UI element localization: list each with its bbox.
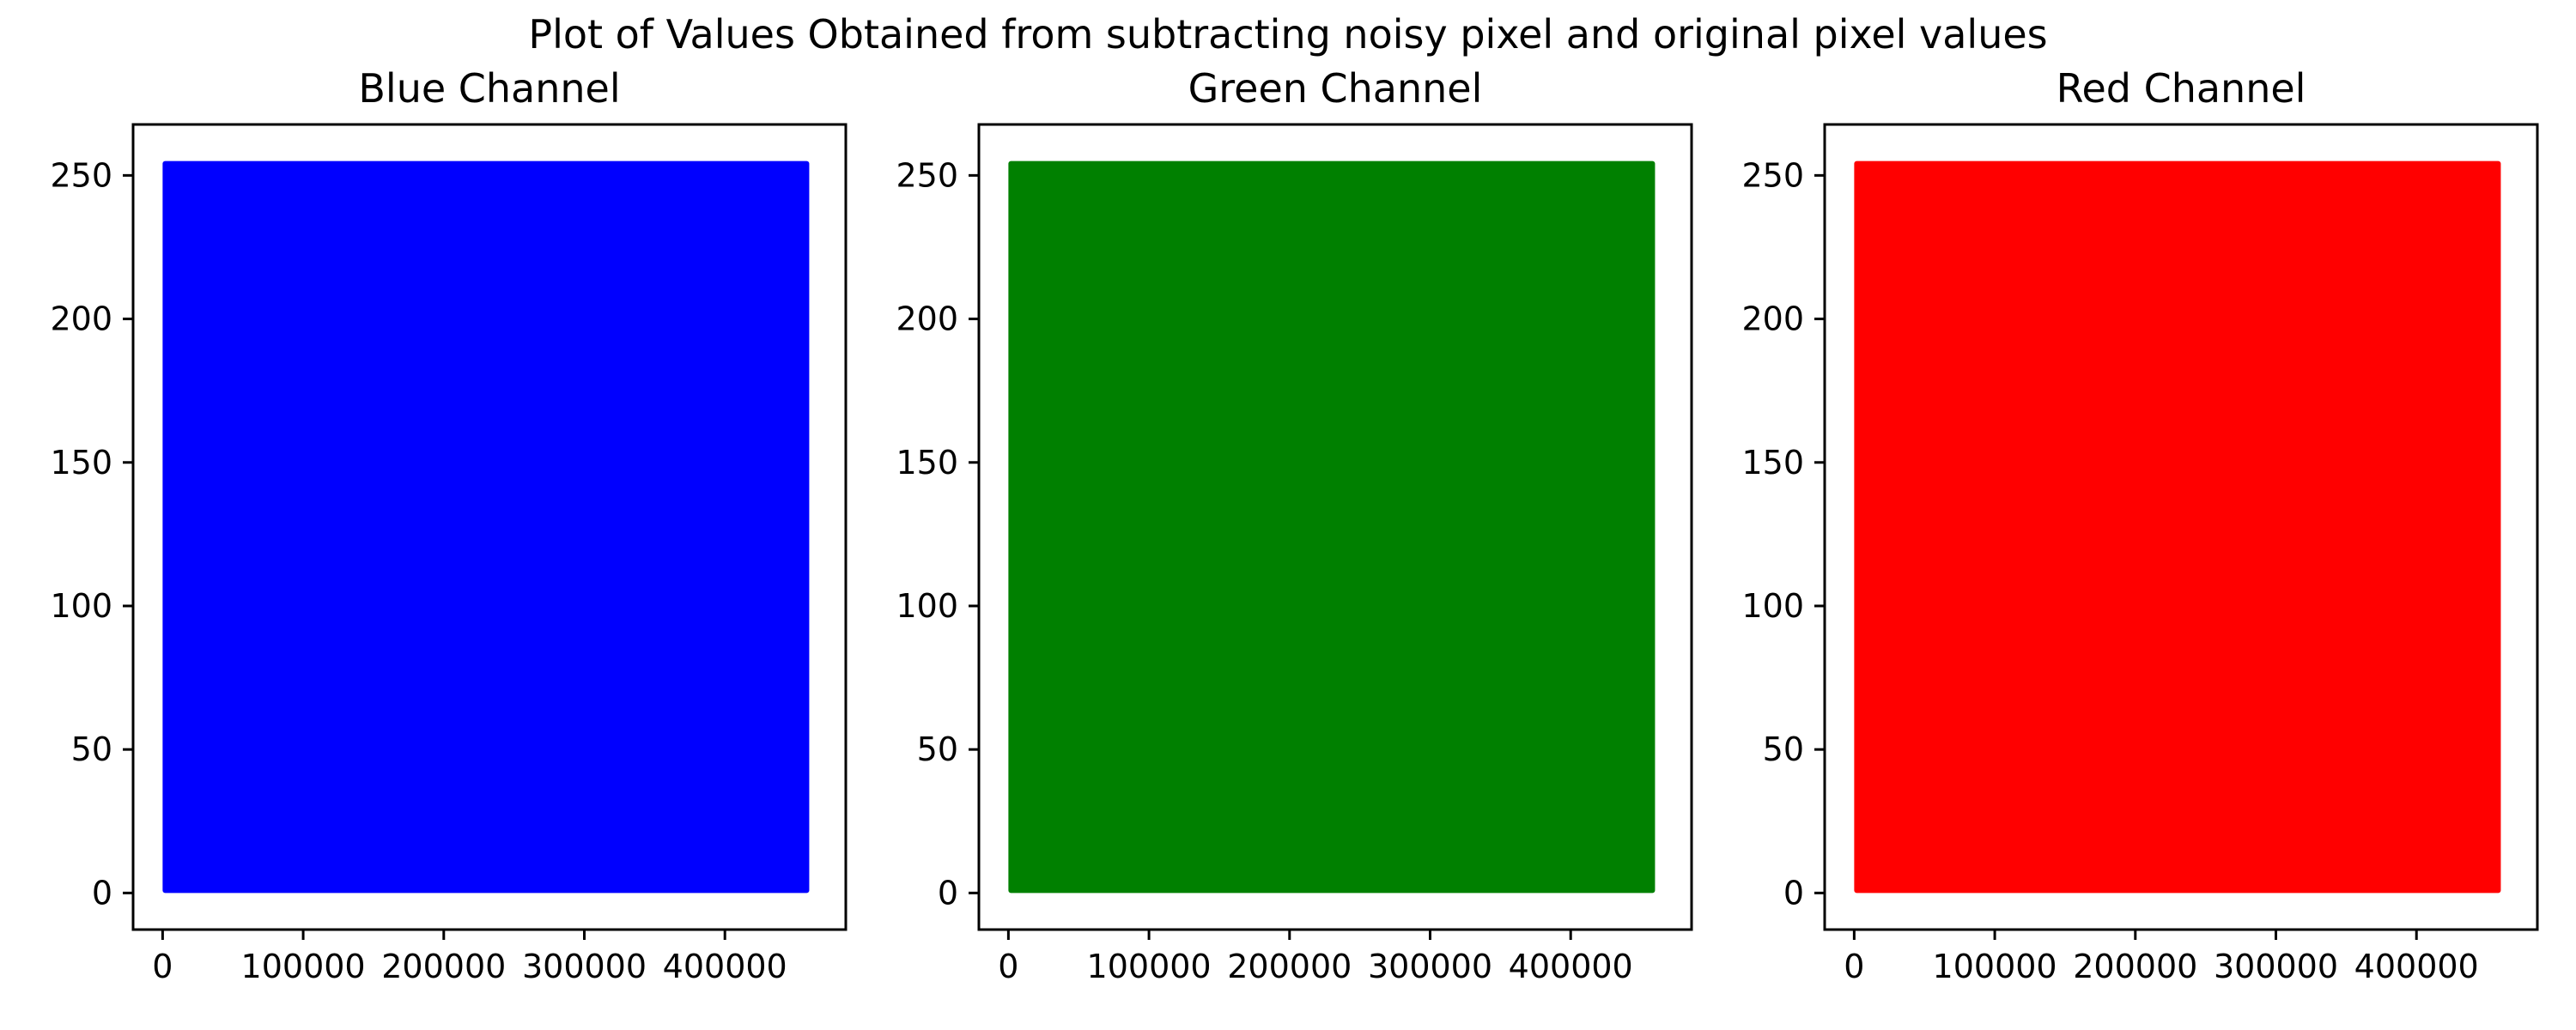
green-y-tick-label: 100 <box>896 587 958 625</box>
red-y-tick-label: 100 <box>1741 587 1804 625</box>
green-x-tick-label: 400000 <box>1509 948 1633 985</box>
green-y-tick-label: 200 <box>896 300 958 338</box>
green-x-tick-label: 0 <box>998 948 1018 985</box>
red-x-tick-label: 0 <box>1844 948 1864 985</box>
red-series-0 <box>1854 161 2501 894</box>
blue-y-tick-label: 250 <box>50 156 112 194</box>
blue-x-tick-label: 200000 <box>381 948 506 985</box>
green-channel-chart: 0 100000 200000 300000 400000 0 50 100 150 200 250… <box>896 65 1693 985</box>
red-channel-title: Red Channel <box>2057 65 2306 112</box>
blue-series-0 <box>162 161 810 894</box>
red-y-tick-label: 0 <box>1783 874 1804 912</box>
blue-x-tick-label: 300000 <box>522 948 647 985</box>
green-axes-frame <box>977 123 1693 931</box>
blue-y-tick-label: 0 <box>92 874 112 912</box>
red-y-tick-label: 150 <box>1741 444 1804 482</box>
green-y-tick-label: 50 <box>917 730 958 768</box>
green-x-tick-label: 200000 <box>1227 948 1352 985</box>
blue-y-tick-label: 150 <box>50 444 112 482</box>
red-y-tick-label: 50 <box>1763 730 1804 768</box>
red-x-tick-label: 100000 <box>1933 948 2057 985</box>
green-y-tick-label: 150 <box>896 444 958 482</box>
blue-y-tick-label: 200 <box>50 300 112 338</box>
green-series-0 <box>1008 161 1656 894</box>
blue-channel-chart: 0 100000 200000 300000 400000 0 50 100 150 200 250… <box>50 65 848 985</box>
green-channel-title: Green Channel <box>1188 65 1483 112</box>
blue-x-tick-label: 0 <box>152 948 173 985</box>
green-x-tick-label: 300000 <box>1368 948 1492 985</box>
red-channel-chart: 0 100000 200000 300000 400000 0 50 100 150 200 250… <box>1741 65 2539 985</box>
blue-axes-frame <box>131 123 848 931</box>
figure-title: Plot of Values Obtained from subtracting… <box>528 11 2047 58</box>
red-y-tick-label: 200 <box>1741 300 1804 338</box>
red-x-tick-label: 200000 <box>2073 948 2197 985</box>
green-y-tick-label: 0 <box>938 874 958 912</box>
blue-y-tick-label: 100 <box>50 587 112 625</box>
blue-x-tick-label: 400000 <box>663 948 787 985</box>
green-y-tick-label: 250 <box>896 156 958 194</box>
blue-channel-title: Blue Channel <box>358 65 620 112</box>
red-x-tick-label: 400000 <box>2354 948 2479 985</box>
red-x-tick-label: 300000 <box>2214 948 2338 985</box>
blue-x-tick-label: 100000 <box>241 948 366 985</box>
subplots: 0 100000 200000 300000 400000050100150200250… <box>50 65 2539 985</box>
red-axes-frame <box>1823 123 2539 931</box>
blue-y-tick-label: 50 <box>71 730 112 768</box>
green-x-tick-label: 100000 <box>1087 948 1212 985</box>
red-y-tick-label: 250 <box>1741 156 1804 194</box>
